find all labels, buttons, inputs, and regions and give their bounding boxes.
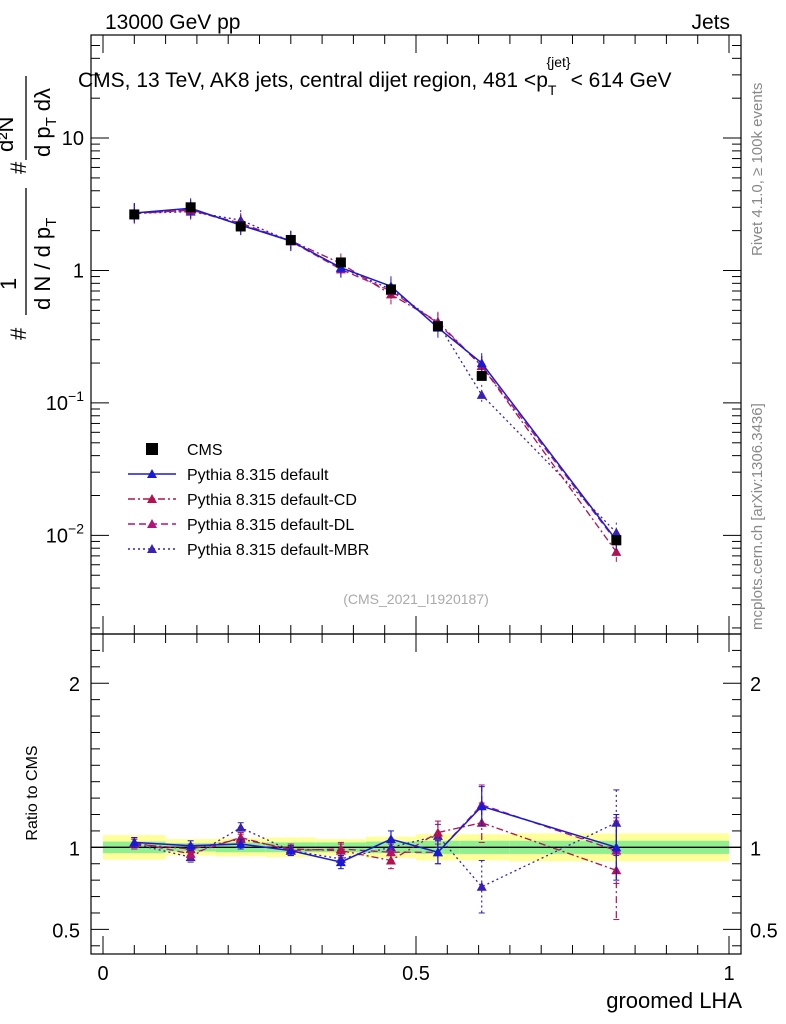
legend-marker xyxy=(147,519,157,528)
ylabel-frac1-den-sub: T xyxy=(43,218,60,227)
cms-data-point xyxy=(285,234,296,245)
legend-label: CMS xyxy=(187,442,223,459)
ratio-ytick-label-right: 1 xyxy=(750,838,761,860)
legend-marker xyxy=(147,544,157,553)
legend-marker-cms xyxy=(146,443,158,455)
main-ytick-exp: −1 xyxy=(68,388,84,404)
analysis-watermark: (CMS_2021_I1920187) xyxy=(343,591,489,607)
ratio-xtick-label: 1 xyxy=(723,963,734,985)
chart-title-sup: {jet} xyxy=(546,54,570,70)
chart-title-before: CMS, 13 TeV, AK8 jets, central dijet reg… xyxy=(78,69,548,92)
ylabel-frac2-den: d pTdλ xyxy=(30,88,60,157)
cms-data-point xyxy=(611,535,622,546)
mcplots-label: mcplots.cern.ch [arXiv:1306.3436] xyxy=(749,403,766,630)
ratio-series-point xyxy=(335,857,346,867)
ratio-series-point xyxy=(235,839,246,849)
chart-title-sub: T xyxy=(548,82,557,98)
ylabel-dlambda: dλ xyxy=(30,88,55,111)
ratio-series-point xyxy=(476,881,487,891)
ratio-xtick-label: 0 xyxy=(97,963,108,985)
ratio-ytick-label-left: 0.5 xyxy=(52,920,80,942)
ratio-series-point xyxy=(335,845,346,855)
chart-title-after: < 614 GeV xyxy=(571,69,672,92)
main-series-point xyxy=(476,389,487,399)
legend-label: Pythia 8.315 default-CD xyxy=(187,492,357,509)
category-label: Jets xyxy=(691,11,730,34)
main-ytick-base: 10 xyxy=(62,128,84,150)
main-ytick-label: 1 xyxy=(73,260,84,282)
ratio-ytick-label-left: 2 xyxy=(69,674,80,696)
cms-data-point xyxy=(432,321,443,332)
ratio-xtick-label: 0.5 xyxy=(402,963,430,985)
energy-label: 13000 GeV pp xyxy=(105,11,240,34)
ylabel-frac1-den-text: d N / d p xyxy=(30,227,55,310)
ylabel-hash-2: # xyxy=(6,161,31,174)
ylabel-hash: # xyxy=(6,327,31,340)
ylabel-frac1-num: 1 xyxy=(0,278,21,290)
main-series-line xyxy=(134,207,617,541)
main-ytick-label: 10 xyxy=(62,128,84,150)
ratio-series-point xyxy=(285,845,296,855)
ylabel-frac2-den-text: d p xyxy=(30,126,55,157)
ratio-ytick-label-left: 1 xyxy=(69,838,80,860)
main-series-line xyxy=(134,211,617,534)
legend-marker xyxy=(147,494,157,503)
ratio-ylabel: Ratio to CMS xyxy=(24,745,41,840)
ratio-series-point xyxy=(611,842,622,852)
ylabel-frac2-den-sub: T xyxy=(43,117,60,126)
main-ytick-base: 10 xyxy=(46,393,68,415)
cms-data-point xyxy=(335,257,346,268)
ratio-series-point xyxy=(432,847,443,857)
ratio-ytick-label-right: 0.5 xyxy=(750,920,778,942)
main-ytick-base: 1 xyxy=(73,260,84,282)
ylabel-frac1-den: d N / d pT xyxy=(30,218,60,310)
legend-marker xyxy=(147,469,157,478)
main-ytick-label: 10−1 xyxy=(46,388,84,415)
legend-label: Pythia 8.315 default-MBR xyxy=(187,542,369,559)
ratio-ytick-label-right: 2 xyxy=(750,674,761,696)
legend-label: Pythia 8.315 default xyxy=(187,467,329,484)
ratio-panel-frame xyxy=(90,633,742,955)
ratio-series-point xyxy=(385,855,396,865)
main-series-point xyxy=(611,546,622,556)
main-ytick-base: 10 xyxy=(46,525,68,547)
main-ylabel: # 1 d N / d pT # d²N d pTdλ xyxy=(0,76,60,340)
cms-data-point xyxy=(235,221,246,232)
ratio-series-point xyxy=(385,834,396,844)
main-series-group xyxy=(129,198,622,562)
ratio-series-point xyxy=(185,840,196,850)
rivet-version-label: Rivet 4.1.0, ≥ 100k events xyxy=(749,83,766,256)
ratio-axis-ticks: 0.5 0.5 1 1 2 2 0 0.5 1 xyxy=(52,634,778,985)
cms-data-point xyxy=(476,370,487,381)
main-ytick-exp: −2 xyxy=(68,520,84,536)
main-ytick-label: 10−2 xyxy=(46,520,84,547)
cms-data-point xyxy=(129,209,140,220)
ratio-series-point xyxy=(432,827,443,837)
legend-label: Pythia 8.315 default-DL xyxy=(187,517,354,534)
cms-data-point xyxy=(185,202,196,213)
ratio-series-point xyxy=(476,801,487,811)
chart-title: CMS, 13 TeV, AK8 jets, central dijet reg… xyxy=(78,54,672,98)
ratio-series-point xyxy=(235,822,246,832)
ratio-series-point xyxy=(129,837,140,847)
ratio-series-group xyxy=(129,784,622,921)
cms-data-point xyxy=(385,284,396,295)
x-axis-label: groomed LHA xyxy=(606,988,742,1013)
main-series-point xyxy=(476,358,487,368)
legend: CMS Pythia 8.315 default Pythia 8.315 defa… xyxy=(128,442,369,559)
ylabel-frac2-num: d²N xyxy=(0,117,18,152)
